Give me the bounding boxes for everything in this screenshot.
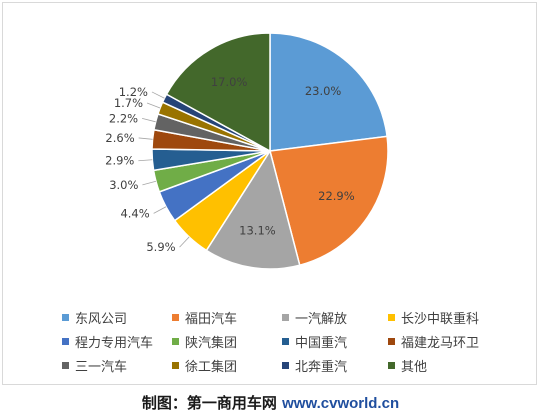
credit-label: 制图：第一商用车网 — [141, 394, 277, 412]
legend-swatch — [282, 337, 289, 345]
legend-item: 程力专用汽车 — [62, 332, 172, 351]
legend-item: 长沙中联重科 — [388, 308, 518, 327]
legend-swatch — [388, 313, 395, 321]
pie-chart: 23.0%22.9%13.1%5.9%4.4%3.0%2.9%2.6%2.2%1… — [105, 32, 389, 270]
legend-swatch — [388, 337, 395, 345]
legend-item: 其他 — [388, 356, 518, 375]
leader-line — [153, 206, 167, 214]
leader-line — [151, 91, 165, 99]
credit-line: 制图：第一商用车网 www.cvworld.cn — [0, 392, 541, 413]
legend-label: 长沙中联重科 — [401, 311, 480, 327]
pie-slice — [165, 32, 271, 153]
legend-swatch — [282, 313, 289, 321]
chart-legend: 东风公司 福田汽车 一汽解放 长沙中联重科程力专用汽车 陕汽集团 中国重汽 福建龙马环卫三一… — [62, 308, 522, 375]
legend-label: 三一汽车 — [75, 359, 128, 375]
slice-label: 2.9% — [105, 154, 134, 168]
slice-label: 1.2% — [119, 85, 148, 99]
legend-label: 其他 — [401, 359, 428, 375]
slice-label: 4.4% — [120, 206, 149, 220]
legend-label: 东风公司 — [75, 311, 128, 327]
legend-swatch — [388, 361, 395, 369]
legend-item: 三一汽车 — [62, 356, 172, 375]
slice-label: 22.9% — [318, 189, 355, 203]
leader-line — [138, 159, 153, 162]
slice-label: 23.0% — [305, 84, 342, 98]
legend-swatch — [172, 337, 179, 345]
legend-label: 一汽解放 — [295, 311, 348, 327]
legend-swatch — [282, 361, 289, 369]
legend-item: 福建龙马环卫 — [388, 332, 518, 351]
slice-label: 2.2% — [109, 111, 138, 125]
legend-item: 一汽解放 — [282, 308, 388, 327]
slice-label: 5.9% — [146, 240, 175, 254]
legend-item: 福田汽车 — [172, 308, 282, 327]
legend-item: 中国重汽 — [282, 332, 388, 351]
legend-item: 东风公司 — [62, 308, 172, 327]
slice-label: 1.7% — [114, 96, 143, 110]
pie-slice — [205, 149, 301, 270]
slice-label: 13.1% — [239, 223, 276, 237]
legend-label: 北奔重汽 — [295, 359, 348, 375]
legend-item: 陕汽集团 — [172, 332, 282, 351]
legend-swatch — [62, 361, 69, 369]
legend-swatch — [172, 313, 179, 321]
legend-label: 陕汽集团 — [185, 335, 238, 351]
legend-swatch — [62, 337, 69, 345]
legend-label: 程力专用汽车 — [75, 335, 154, 351]
leader-line — [179, 236, 190, 248]
legend-label: 福建龙马环卫 — [401, 335, 480, 351]
slice-label: 2.6% — [105, 131, 134, 145]
legend-item: 徐工集团 — [172, 356, 282, 375]
legend-item: 北奔重汽 — [282, 356, 388, 375]
pie-slice — [269, 32, 388, 152]
legend-label: 中国重汽 — [295, 335, 348, 351]
slice-label: 3.0% — [109, 178, 138, 192]
legend-swatch — [172, 361, 179, 369]
leader-line — [146, 102, 161, 109]
pie-slice — [269, 135, 389, 267]
leader-line — [138, 137, 153, 140]
slice-label: 17.0% — [211, 75, 248, 89]
leader-line — [142, 180, 157, 186]
leader-line — [142, 117, 156, 123]
legend-label: 徐工集团 — [185, 359, 238, 375]
legend-swatch — [62, 313, 69, 321]
legend-label: 福田汽车 — [185, 311, 238, 327]
credit-site: www.cvworld.cn — [282, 395, 400, 412]
